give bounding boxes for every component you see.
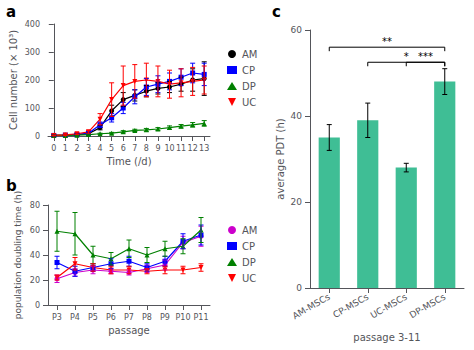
svg-text:8: 8 [144, 144, 149, 153]
svg-text:200: 200 [25, 76, 40, 85]
svg-text:*: * [404, 51, 409, 62]
svg-text:4: 4 [98, 144, 103, 153]
svg-text:UC: UC [242, 97, 256, 108]
svg-text:UC: UC [242, 273, 256, 284]
svg-text:CP-MSCs: CP-MSCs [331, 292, 370, 320]
svg-text:DP: DP [242, 257, 256, 268]
svg-text:b: b [6, 176, 17, 195]
svg-text:80: 80 [30, 201, 40, 210]
svg-text:1: 1 [63, 144, 68, 153]
svg-text:400: 400 [25, 20, 40, 29]
svg-text:100: 100 [25, 104, 40, 113]
svg-text:passage: passage [108, 325, 150, 336]
svg-text:60: 60 [30, 226, 40, 235]
svg-text:P7: P7 [124, 313, 134, 322]
svg-text:60: 60 [291, 25, 303, 35]
svg-text:c: c [272, 3, 281, 21]
svg-text:20: 20 [291, 197, 303, 207]
svg-text:13: 13 [199, 144, 209, 153]
svg-text:11: 11 [176, 144, 186, 153]
svg-text:300: 300 [25, 48, 40, 57]
svg-text:0: 0 [35, 301, 40, 310]
svg-text:40: 40 [291, 111, 303, 121]
svg-text:0: 0 [35, 132, 40, 141]
svg-text:CP: CP [242, 65, 255, 76]
svg-text:DP-MSCs: DP-MSCs [408, 292, 448, 321]
svg-text:P5: P5 [88, 313, 98, 322]
svg-text:P8: P8 [142, 313, 152, 322]
svg-text:P6: P6 [106, 313, 116, 322]
svg-text:10: 10 [164, 144, 174, 153]
svg-text:7: 7 [132, 144, 137, 153]
svg-text:Cell number (× 10³): Cell number (× 10³) [8, 30, 19, 130]
svg-text:P3: P3 [52, 313, 62, 322]
svg-text:20: 20 [30, 276, 40, 285]
svg-text:P11: P11 [193, 313, 208, 322]
svg-text:6: 6 [121, 144, 126, 153]
svg-text:12: 12 [188, 144, 198, 153]
svg-text:UC-MSCs: UC-MSCs [369, 292, 409, 321]
svg-text:AM: AM [242, 49, 257, 60]
svg-text:2: 2 [74, 144, 79, 153]
svg-text:a: a [6, 3, 16, 21]
svg-text:P4: P4 [70, 313, 80, 322]
svg-text:DP: DP [242, 81, 256, 92]
svg-text:3: 3 [86, 144, 91, 153]
svg-text:P9: P9 [160, 313, 170, 322]
svg-text:CP: CP [242, 241, 255, 252]
svg-text:0: 0 [296, 283, 302, 293]
svg-text:**: ** [382, 36, 392, 47]
svg-text:AM: AM [242, 225, 257, 236]
svg-text:population doubling time (h): population doubling time (h) [13, 191, 23, 320]
svg-text:0: 0 [51, 144, 56, 153]
svg-text:40: 40 [30, 251, 40, 260]
svg-text:average PDT (h): average PDT (h) [275, 118, 286, 199]
svg-text:5: 5 [109, 144, 114, 153]
svg-text:AM-MSCs: AM-MSCs [291, 292, 332, 322]
svg-text:passage 3-11: passage 3-11 [353, 332, 420, 343]
svg-text:***: *** [418, 51, 433, 62]
svg-text:P10: P10 [175, 313, 190, 322]
svg-text:9: 9 [155, 144, 160, 153]
svg-text:Time (/d): Time (/d) [105, 156, 151, 167]
